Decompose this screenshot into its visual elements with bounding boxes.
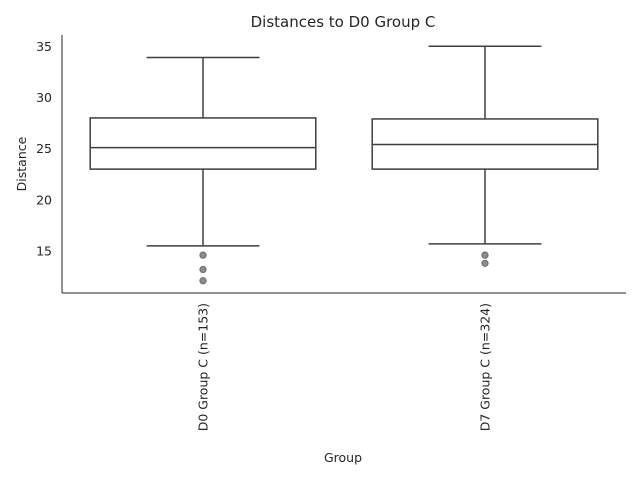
y-tick-label: 20 [36,192,52,207]
x-axis-ticks: D0 Group C (n=153) D7 Group C (n=324) [196,303,493,431]
y-tick-label: 35 [36,39,52,54]
outlier-point [199,251,207,259]
x-tick-label: D0 Group C (n=153) [196,303,211,431]
y-tick-label: 30 [36,90,52,105]
outlier-point [199,277,207,285]
x-axis-label: Group [324,450,362,465]
outlier-point [199,265,207,274]
plot-area [89,45,599,285]
outlier-point [481,251,489,259]
box-1 [89,56,317,285]
y-tick-label: 15 [36,244,52,259]
chart-title: Distances to D0 Group C [251,13,436,31]
box-iqr [89,117,317,170]
y-axis-ticks: 15 20 25 30 35 [36,39,52,259]
outlier-point [481,259,489,268]
x-tick-label: D7 Group C (n=324) [478,303,493,431]
y-axis-label: Distance [14,136,29,191]
y-tick-label: 25 [36,141,52,156]
box-2 [371,45,599,268]
